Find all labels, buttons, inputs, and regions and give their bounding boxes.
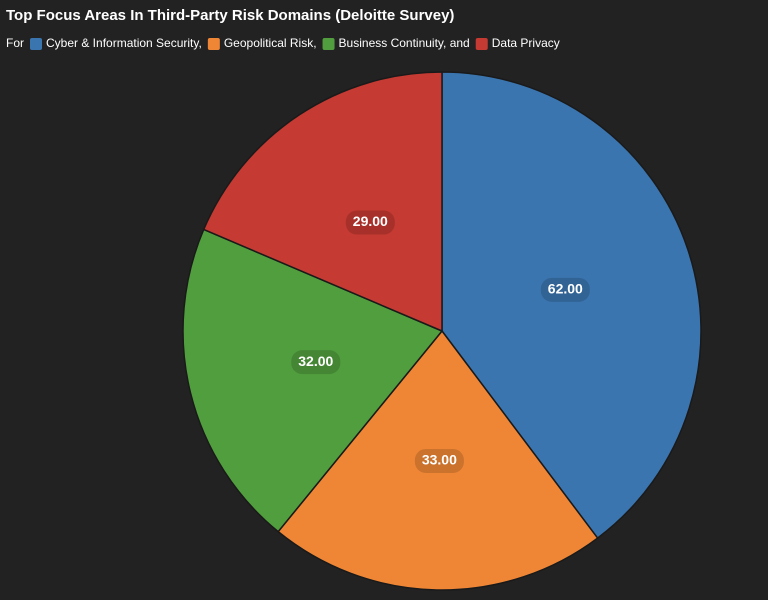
value-label-bg bbox=[414, 448, 464, 473]
legend-swatch bbox=[322, 38, 335, 50]
value-label-bg bbox=[291, 350, 341, 375]
pie-slice[interactable] bbox=[182, 228, 444, 533]
legend-swatch bbox=[30, 38, 42, 50]
pie-slice[interactable] bbox=[277, 329, 599, 591]
value-label: 33.00 bbox=[422, 452, 457, 468]
legend-swatch bbox=[207, 38, 220, 50]
chart-title: Top Focus Areas In Third-Party Risk Doma… bbox=[6, 7, 454, 24]
value-labels: 62.00 33.00 32.00 29.00 bbox=[291, 210, 590, 473]
legend: For Cyber & Information Security, Geopolit… bbox=[6, 36, 560, 50]
legend-label[interactable]: Business Continuity, and bbox=[339, 36, 470, 50]
legend-swatch bbox=[475, 38, 488, 50]
value-label-bg bbox=[540, 277, 590, 302]
pie bbox=[182, 71, 702, 591]
pie-slice[interactable] bbox=[441, 71, 702, 540]
legend-label[interactable]: Geopolitical Risk, bbox=[224, 36, 317, 50]
value-label: 29.00 bbox=[353, 213, 388, 229]
legend-title: For bbox=[6, 36, 24, 50]
pie-slice[interactable] bbox=[202, 71, 443, 333]
value-label: 32.00 bbox=[298, 353, 333, 369]
legend-label[interactable]: Cyber & Information Security, bbox=[46, 36, 202, 50]
legend-label[interactable]: Data Privacy bbox=[492, 36, 560, 50]
value-label: 62.00 bbox=[548, 281, 583, 297]
value-label-bg bbox=[345, 210, 395, 235]
